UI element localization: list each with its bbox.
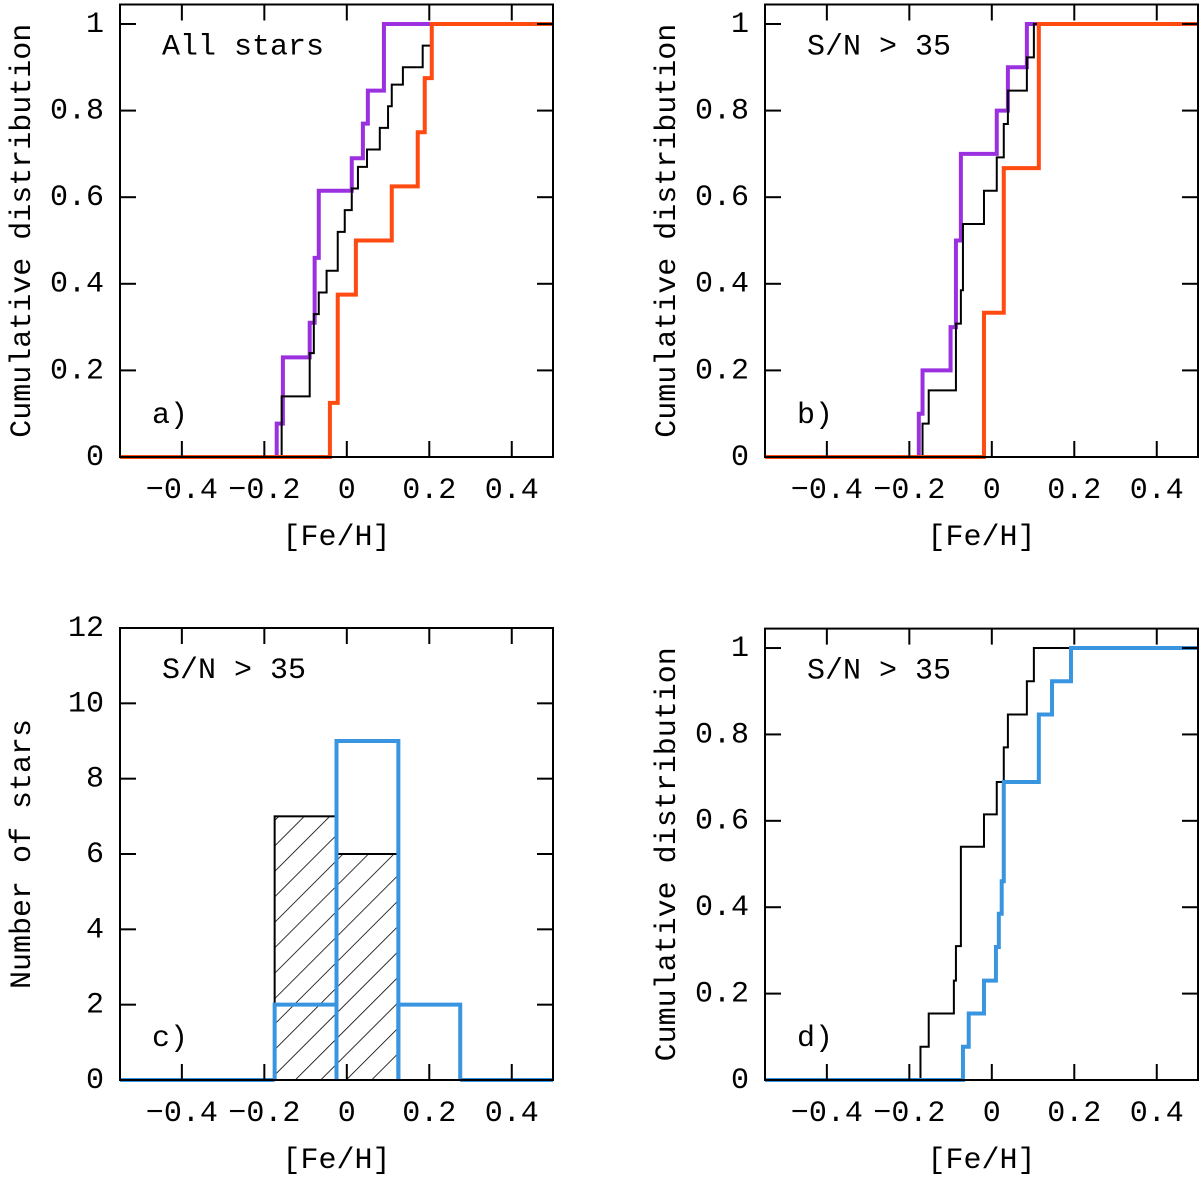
panel: −0.4 −0.2 0 0.2 0.4 0 0.2 0.4 0.6 0.8 1 [Fe/H] Cumul…: [651, 3, 1199, 555]
plot-frame: [119, 3, 554, 458]
y-tick-label: 12: [68, 612, 104, 646]
panel: −0.4 −0.2 0 0.2 0.4 0 0.2 0.4 0.6 0.8 1 [Fe/H] Cumul…: [6, 3, 554, 555]
y-tick-label: 1: [731, 632, 749, 666]
x-tick-label: 0.2: [402, 1097, 456, 1131]
x-tick-label: 0: [983, 1097, 1001, 1131]
step-line: [765, 22, 1198, 458]
panel-note: All stars: [162, 30, 324, 64]
y-tick-label: 10: [68, 687, 104, 721]
hist-bar: [396, 1002, 463, 1080]
panel: −0.4 −0.2 0 0.2 0.4 0 0.2 0.4 0.6 0.8 1 [Fe/H] Cumul…: [651, 627, 1199, 1178]
x-tick-label: 0.2: [1047, 1097, 1101, 1131]
plot-frame: [764, 627, 1199, 1081]
step-line: [765, 646, 1198, 1082]
y-tick-label: 6: [86, 838, 104, 872]
panel-note: S/N > 35: [807, 655, 951, 689]
x-tick-label: 0: [338, 1097, 356, 1131]
panel-letter: c): [152, 1022, 188, 1056]
y-tick-label: 0.6: [50, 181, 104, 215]
x-axis-label: [Fe/H]: [927, 521, 1035, 555]
panel-note: S/N > 35: [807, 30, 951, 64]
y-axis-label: Cumulative distribution: [6, 24, 40, 438]
x-tick-label: 0.4: [1130, 1097, 1184, 1131]
y-axis-label: Cumulative distribution: [651, 647, 685, 1061]
y-axis-label: Cumulative distribution: [651, 24, 685, 438]
panel-letter: b): [797, 399, 833, 433]
step-line: [765, 21, 1198, 459]
x-tick-label: −0.4: [791, 1097, 863, 1131]
y-tick-label: 0.2: [695, 978, 749, 1012]
x-tick-label: −0.2: [873, 1097, 945, 1131]
x-tick-label: −0.2: [228, 474, 300, 508]
panel-letter: d): [797, 1022, 833, 1056]
x-tick-label: 0.4: [1130, 474, 1184, 508]
x-axis-label: [Fe/H]: [282, 1144, 390, 1178]
y-tick-label: 0: [731, 441, 749, 475]
x-tick-label: −0.2: [873, 474, 945, 508]
panel: −0.4 −0.2 0 0.2 0.4 0 2 4 6 8 10 12 [Fe/H] Number of …: [6, 612, 554, 1178]
y-tick-label: 2: [86, 989, 104, 1023]
x-axis-label: [Fe/H]: [282, 521, 390, 555]
x-tick-label: 0.4: [485, 474, 539, 508]
step-line: [765, 21, 1198, 459]
y-tick-label: 0.6: [695, 805, 749, 839]
step-line: [765, 647, 1198, 1081]
x-tick-label: −0.2: [228, 1097, 300, 1131]
plot-frame: [764, 3, 1199, 458]
y-tick-label: 0.4: [50, 268, 104, 302]
x-tick-label: −0.4: [146, 1097, 218, 1131]
y-tick-label: 1: [731, 8, 749, 42]
x-tick-label: 0.4: [485, 1097, 539, 1131]
y-tick-label: 0.2: [50, 354, 104, 388]
y-tick-label: 0.4: [695, 268, 749, 302]
y-tick-label: 0: [86, 441, 104, 475]
y-tick-label: 1: [86, 8, 104, 42]
panel-note: S/N > 35: [162, 654, 306, 688]
step-line: [120, 22, 553, 458]
x-axis-label: [Fe/H]: [927, 1144, 1035, 1178]
x-tick-label: −0.4: [791, 474, 863, 508]
hist-bar: [334, 739, 401, 1080]
hist-bar: [273, 815, 338, 1081]
y-tick-label: 0: [86, 1064, 104, 1098]
y-tick-label: 4: [86, 913, 104, 947]
y-tick-label: 8: [86, 763, 104, 797]
hist-bar: [335, 853, 400, 1081]
y-tick-label: 0.8: [695, 718, 749, 752]
step-line: [120, 21, 553, 459]
y-tick-label: 0: [731, 1064, 749, 1098]
x-tick-label: 0.2: [402, 474, 456, 508]
panel-letter: a): [152, 399, 188, 433]
x-tick-label: −0.4: [146, 474, 218, 508]
y-axis-label: Number of stars: [6, 719, 40, 989]
x-tick-label: 0: [338, 474, 356, 508]
x-tick-label: 0.2: [1047, 474, 1101, 508]
y-tick-label: 0.2: [695, 354, 749, 388]
step-line: [120, 21, 553, 459]
x-tick-label: 0: [983, 474, 1001, 508]
y-tick-label: 0.6: [695, 181, 749, 215]
y-tick-label: 0.8: [695, 95, 749, 129]
y-tick-label: 0.4: [695, 891, 749, 925]
y-tick-label: 0.8: [50, 95, 104, 129]
